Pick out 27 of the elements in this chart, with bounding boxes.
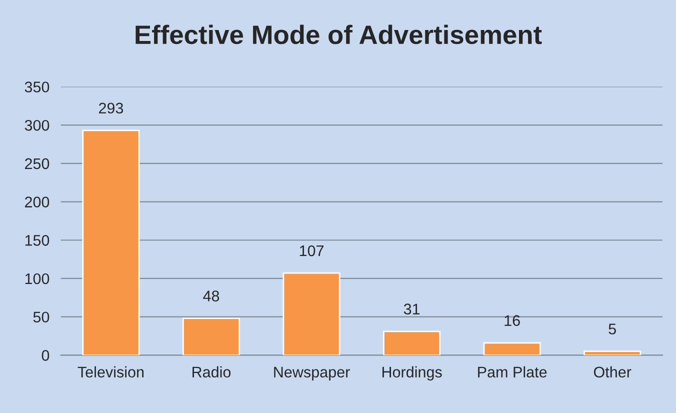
x-tick-label: Television (78, 366, 144, 378)
y-tick-label: 0 (42, 350, 50, 361)
chart-title: Effective Mode of Advertisement (136, 24, 542, 44)
x-tick-label: Radio (192, 366, 231, 378)
bar (82, 130, 140, 356)
bar (282, 272, 340, 356)
bar (584, 350, 642, 356)
x-tick-label: Pam Plate (478, 366, 547, 378)
bar (483, 342, 541, 356)
data-label: 16 (504, 315, 520, 326)
data-label: 107 (300, 245, 324, 256)
data-label: 31 (404, 304, 420, 314)
x-tick-label: Hordings (382, 366, 442, 381)
y-tick-label: 350 (24, 82, 50, 92)
data-label: 293 (99, 102, 124, 114)
y-tick-label: 100 (25, 273, 50, 284)
y-tick-label: 300 (24, 120, 50, 131)
y-tick-label: 50 (33, 312, 50, 323)
y-tick-label: 200 (25, 196, 50, 208)
data-label: 48 (203, 290, 220, 302)
y-tick-label: 150 (25, 235, 50, 246)
y-tick-label: 250 (25, 158, 50, 170)
bar (383, 330, 441, 356)
bar (182, 318, 240, 356)
x-tick-label: Newspaper (274, 366, 350, 381)
x-tick-label: Other (594, 366, 632, 378)
data-label: 5 (608, 324, 616, 334)
